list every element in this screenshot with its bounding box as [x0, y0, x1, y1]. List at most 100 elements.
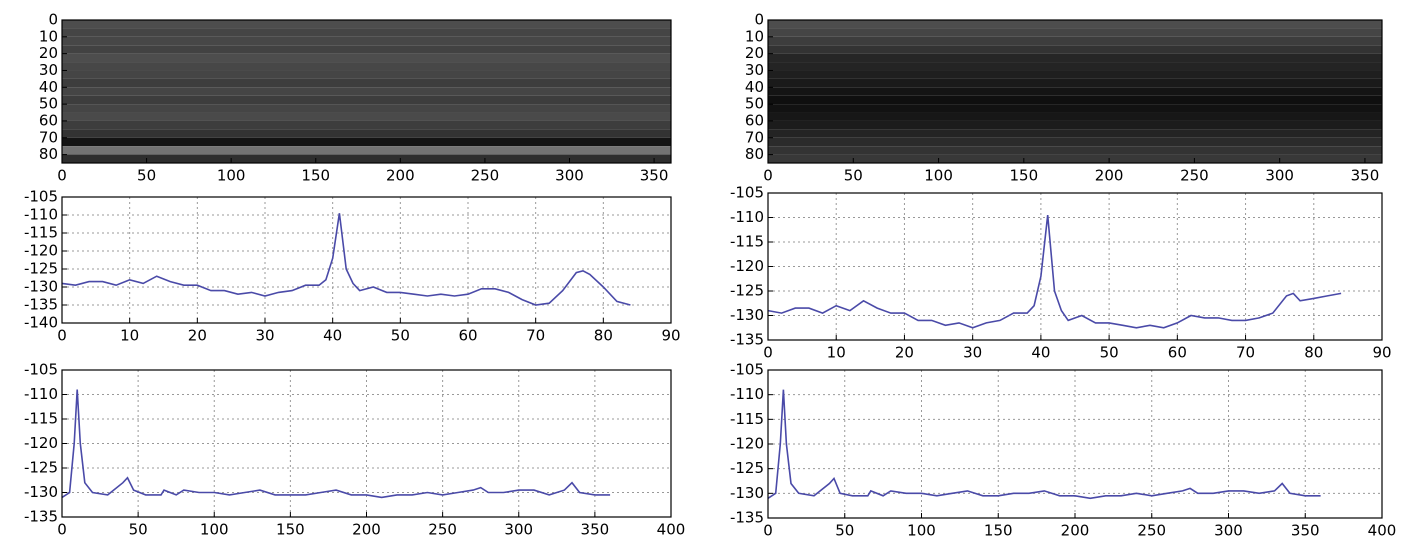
heatmap-row — [62, 146, 671, 155]
x-tick-label: 50 — [129, 521, 148, 539]
heatmap-row — [768, 87, 1382, 96]
y-tick-label: -110 — [24, 206, 58, 224]
y-tick-label: -135 — [730, 331, 764, 349]
y-tick-label: -135 — [730, 509, 764, 527]
heatmap-row — [768, 78, 1382, 88]
y-tick-label: -105 — [730, 361, 764, 379]
x-tick-label: 50 — [835, 522, 854, 540]
x-tick-label: 300 — [555, 167, 584, 185]
axes-frame — [61, 369, 672, 518]
y-tick-label: -120 — [24, 242, 58, 260]
heatmap-row — [768, 45, 1382, 54]
x-tick-label: 60 — [1168, 344, 1187, 362]
x-tick-label: 70 — [526, 327, 545, 345]
heatmap-row — [62, 28, 671, 37]
heatmap-row — [62, 137, 671, 147]
heatmap-row — [62, 20, 671, 29]
y-tick-label: -125 — [24, 459, 58, 477]
y-tick-label: 10 — [39, 27, 58, 45]
heatmap-row — [768, 120, 1382, 130]
y-tick-label: 40 — [39, 78, 58, 96]
heatmap-row — [62, 45, 671, 54]
x-tick-label: 250 — [1137, 522, 1166, 540]
heatmap-row — [768, 137, 1382, 147]
heatmap-row — [768, 104, 1382, 113]
heatmap-row — [768, 154, 1382, 163]
data-line — [61, 389, 611, 499]
y-tick-label: 50 — [39, 95, 58, 113]
x-tick-label: 60 — [458, 327, 477, 345]
y-tick-label: -125 — [730, 459, 764, 477]
heatmap-row — [768, 28, 1382, 37]
x-tick-label: 50 — [137, 167, 156, 185]
axes-frame — [61, 19, 672, 164]
y-tick-label: 0 — [754, 11, 764, 29]
y-tick-label: 70 — [745, 128, 764, 146]
x-tick-label: 0 — [763, 522, 773, 540]
data-line — [767, 215, 1342, 329]
axes-frame — [61, 196, 672, 324]
x-tick-label: 150 — [276, 521, 305, 539]
x-tick-label: 200 — [1061, 522, 1090, 540]
heatmap-row — [768, 146, 1382, 155]
x-tick-label: 100 — [924, 167, 953, 185]
heatmap-row — [768, 70, 1382, 79]
y-tick-label: 20 — [39, 44, 58, 62]
x-tick-label: 90 — [1372, 344, 1391, 362]
heatmap-row — [62, 62, 671, 71]
x-tick-label: 300 — [1214, 522, 1243, 540]
y-tick-label: -115 — [730, 410, 764, 428]
x-tick-label: 150 — [984, 522, 1013, 540]
y-tick-label: 80 — [745, 145, 764, 163]
plot-area — [62, 197, 671, 323]
x-tick-label: 350 — [1351, 167, 1380, 185]
x-tick-label: 50 — [391, 327, 410, 345]
y-tick-label: -125 — [24, 260, 58, 278]
y-tick-label: -130 — [24, 278, 58, 296]
x-tick-label: 300 — [504, 521, 533, 539]
x-tick-label: 200 — [352, 521, 381, 539]
x-tick-label: 250 — [1180, 167, 1209, 185]
axes-frame — [767, 192, 1383, 341]
heatmap-row — [768, 36, 1382, 46]
x-tick-label: 50 — [844, 167, 863, 185]
heatmap-row — [62, 154, 671, 163]
heatmap-row — [768, 129, 1382, 138]
y-tick-label: 30 — [745, 61, 764, 79]
heatmap-row — [62, 70, 671, 79]
data-line — [61, 213, 631, 306]
data-line — [767, 389, 1321, 500]
y-tick-label: -135 — [24, 508, 58, 526]
heatmap-row — [768, 95, 1382, 105]
heatmap-row — [62, 53, 671, 63]
y-tick-label: -105 — [730, 184, 764, 202]
x-tick-label: 90 — [661, 327, 680, 345]
x-tick-label: 100 — [217, 167, 246, 185]
x-tick-label: 70 — [1236, 344, 1255, 362]
x-tick-label: 250 — [471, 167, 500, 185]
x-tick-label: 0 — [57, 167, 67, 185]
x-tick-label: 400 — [657, 521, 686, 539]
y-tick-label: 50 — [745, 95, 764, 113]
heatmap-row — [768, 53, 1382, 63]
x-tick-label: 150 — [1010, 167, 1039, 185]
heatmap-row — [62, 120, 671, 130]
x-tick-label: 350 — [581, 521, 610, 539]
y-tick-label: -120 — [730, 257, 764, 275]
x-tick-label: 200 — [1095, 167, 1124, 185]
x-tick-label: 20 — [188, 327, 207, 345]
y-tick-label: 0 — [48, 11, 58, 29]
axes-frame — [767, 369, 1383, 519]
y-tick-label: 20 — [745, 44, 764, 62]
y-tick-label: -130 — [24, 483, 58, 501]
x-tick-label: 350 — [1291, 522, 1320, 540]
y-tick-label: -110 — [730, 385, 764, 403]
y-tick-label: -105 — [24, 188, 58, 206]
x-tick-label: 30 — [255, 327, 274, 345]
heatmap-row — [62, 112, 671, 121]
y-tick-label: -130 — [730, 306, 764, 324]
y-tick-label: 30 — [39, 61, 58, 79]
y-tick-label: -115 — [730, 233, 764, 251]
axes-frame — [767, 19, 1383, 164]
